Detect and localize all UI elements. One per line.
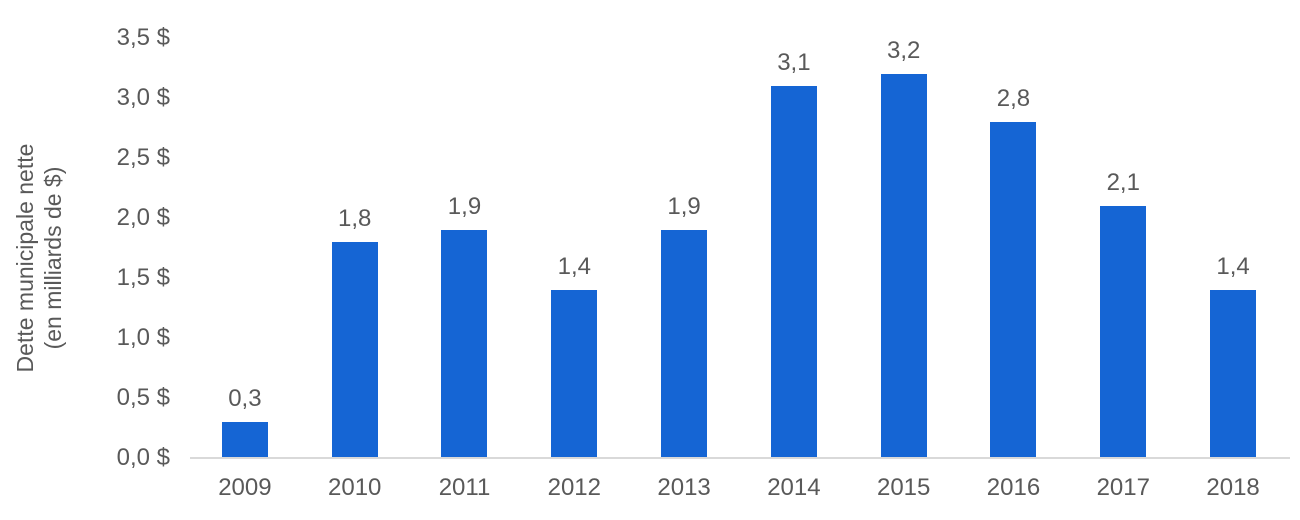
- bar-slot: 2,1: [1068, 0, 1178, 458]
- y-tick-label: 1,0 $: [116, 324, 170, 351]
- bar-value-label: 2,8: [996, 85, 1031, 112]
- bar-value-label: 3,1: [777, 49, 811, 76]
- y-tick-label: 3,5 $: [116, 24, 170, 51]
- bar: [331, 242, 378, 458]
- y-tick-label: 2,5 $: [116, 144, 170, 171]
- bar: [880, 74, 927, 458]
- y-tick-label: 2,0 $: [116, 204, 170, 231]
- x-tick-label: 2010: [328, 474, 382, 501]
- plot-area: 0,3 1,8 1,9 1,4 1,9 3,1 3,2 2,8 2,1 1,4: [190, 0, 1288, 458]
- x-axis-line: [190, 457, 1290, 459]
- bar-value-label: 1,9: [667, 193, 701, 220]
- y-tick-label: 0,5 $: [116, 384, 170, 411]
- x-tick-label: 2013: [657, 474, 711, 501]
- x-tick-label: 2009: [218, 474, 272, 501]
- bar: [221, 422, 268, 458]
- bar-slot: 3,1: [739, 0, 849, 458]
- y-tick-label: 3,0 $: [116, 84, 170, 111]
- bar: [441, 230, 488, 458]
- x-tick-label: 2011: [438, 474, 491, 501]
- bar: [551, 290, 598, 458]
- bar-slot: 1,9: [410, 0, 520, 458]
- y-tick-label: 1,5 $: [116, 264, 170, 291]
- bar: [990, 122, 1037, 458]
- x-tick-label: 2016: [986, 474, 1041, 501]
- bar-slot: 3,2: [849, 0, 959, 458]
- bar-value-label: 1,4: [557, 253, 591, 280]
- bar-value-label: 0,3: [228, 385, 262, 412]
- bar: [1210, 290, 1257, 458]
- x-tick-label: 2017: [1096, 474, 1150, 501]
- bar-slot: 0,3: [190, 0, 300, 458]
- bars-row: 0,3 1,8 1,9 1,4 1,9 3,1 3,2 2,8 2,1 1,4: [190, 0, 1288, 458]
- y-tick-label: 0,0 $: [116, 444, 170, 471]
- x-tick-label: 2018: [1206, 474, 1260, 501]
- bar: [661, 230, 708, 458]
- bar-slot: 1,8: [300, 0, 410, 458]
- bar: [770, 86, 817, 458]
- bar-value-label: 1,8: [338, 205, 372, 232]
- bar-value-label: 2,1: [1106, 169, 1140, 196]
- x-tick-label: 2014: [767, 474, 821, 501]
- y-axis-tick-labels: 0,0 $ 0,5 $ 1,0 $ 1,5 $ 2,0 $ 2,5 $ 3,0 $ 3,5 $: [0, 0, 170, 520]
- x-tick-label: 2012: [547, 474, 601, 501]
- bar-value-label: 1,4: [1216, 253, 1250, 280]
- x-tick-label: 2015: [876, 474, 931, 501]
- bar-slot: 1,4: [1178, 0, 1288, 458]
- bar-value-label: 1,9: [447, 193, 482, 220]
- bar: [1100, 206, 1147, 458]
- bar-slot: 1,4: [519, 0, 629, 458]
- bar-slot: 1,9: [629, 0, 739, 458]
- x-axis-tick-labels: 2009 2010 2011 2012 2013 2014 2015 2016 2017 2018: [190, 474, 1288, 502]
- bar-slot: 2,8: [959, 0, 1069, 458]
- bar-value-label: 3,2: [886, 37, 921, 64]
